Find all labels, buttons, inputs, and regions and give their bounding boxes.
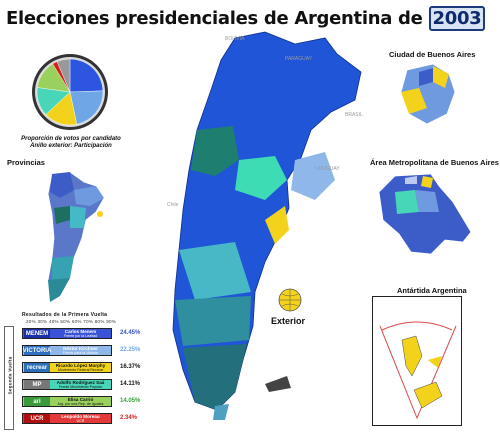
legend-side-label: Segunda Vuelta — [7, 356, 13, 395]
legend-percent: 14.05% — [120, 398, 141, 404]
legend-party-name: Arg. por una Rep. de Iguales — [57, 401, 104, 406]
label-chile: Chile — [167, 202, 179, 208]
legend-party-logo: MENEM — [24, 329, 50, 338]
legend-party-logo: recrear — [24, 363, 50, 372]
legend-party-name: Frente Movimiento Popular — [58, 384, 103, 389]
pie-caption-line1: Proporción de votos por candidato — [21, 136, 121, 142]
provinces-inset-map — [47, 171, 105, 303]
label-brasil: BRASIL — [345, 112, 363, 118]
exterior-globe-icon — [278, 288, 302, 312]
pie-caption: Proporción de votos por candidato Anillo… — [12, 136, 130, 150]
legend-candidate: Carlos Menem Frente por la Lealtad — [50, 328, 111, 338]
region-santafe — [291, 152, 335, 200]
title-year: 2003 — [428, 6, 486, 31]
legend-candidate-name: Adolfo Rodríguez Saá — [56, 379, 105, 385]
legend-party-name: Frente para la Victoria — [62, 350, 99, 355]
legend-row: UCR Leopoldo Moreau UCR — [22, 413, 112, 424]
legend-row: recrear Ricardo López Murphy Movimiento Fe… — [22, 362, 112, 373]
label-uruguay: URUGUAY — [315, 166, 340, 172]
region-tierradelfuego — [213, 404, 229, 420]
pie-slice-0 — [69, 58, 104, 93]
amba-cyan — [395, 190, 419, 214]
region-buenosaires-yellow — [265, 206, 289, 244]
caba-blue — [419, 68, 433, 86]
legend-candidate-name: Ricardo López Murphy — [55, 362, 106, 368]
legend-percent: 24.45% — [120, 330, 141, 336]
province-south — [48, 278, 70, 302]
main-map: BOLIVIA PARAGUAY BRASIL URUGUAY Chile — [167, 31, 363, 420]
antartida-island — [428, 356, 442, 368]
amba-pale — [405, 176, 417, 184]
legend-party-name: Movimiento Federal Recrear — [57, 367, 104, 372]
caba-yellow-north — [433, 66, 449, 88]
legend-row: MENEM Carlos Menem Frente por la Lealtad — [22, 328, 112, 339]
legend-candidate: Néstor Kirchner Frente para la Victoria — [50, 345, 111, 355]
label-bolivia: BOLIVIA — [225, 36, 245, 42]
legend-percent: 2.34% — [120, 415, 138, 421]
amba-lightblue — [415, 190, 439, 212]
antartida-mainland — [413, 381, 443, 409]
province-sanluis — [54, 206, 70, 224]
antartida-sector-arc — [381, 321, 453, 331]
malvinas-islands — [265, 376, 291, 392]
legend-percent: 22.25% — [120, 347, 141, 353]
legend-candidate-name: Leopoldo Moreau — [61, 413, 100, 419]
legend-party-logo: VICTORIA — [22, 346, 52, 355]
legend-scale: 20% 30% 40% 50% 60% 70% 80% 90% — [26, 319, 117, 324]
legend-title: Resultados de la Primera Vuelta — [22, 312, 108, 318]
legend-candidate: Elisa Carrió Arg. por una Rep. de Iguales — [50, 396, 111, 406]
legend-side-bracket: Segunda Vuelta — [4, 326, 14, 430]
caba-heading: Ciudad de Buenos Aires — [389, 50, 476, 59]
pie-slice-1 — [69, 90, 104, 125]
legend-row: VICTORIA Néstor Kirchner Frente para la Vi… — [22, 345, 112, 356]
amba-map — [378, 173, 472, 255]
province-caba-dot — [97, 211, 103, 217]
amba-caba-yellow — [421, 176, 433, 188]
legend-row: MP Adolfo Rodríguez Saá Frente Movimiento … — [22, 379, 112, 390]
caba-yellow-south — [401, 88, 427, 114]
legend-candidate-name: Carlos Menem — [64, 328, 97, 334]
title-text: Elecciones presidenciales de Argentina d… — [6, 8, 423, 29]
page-title: Elecciones presidenciales de Argentina d… — [6, 6, 486, 31]
legend-percent: 16.37% — [120, 364, 141, 370]
vote-share-pie — [32, 54, 108, 130]
results-legend: Resultados de la Primera Vuelta 20% 30% … — [0, 312, 160, 437]
legend-party-logo: ari — [24, 397, 50, 406]
caba-map — [400, 63, 456, 125]
legend-candidate: Leopoldo Moreau UCR — [50, 413, 111, 423]
antartida-sector-lines — [379, 325, 457, 420]
provincias-heading: Provincias — [7, 158, 45, 167]
legend-party-logo: MP — [24, 380, 50, 389]
region-santacruz — [183, 344, 247, 410]
antartida-heading: Antártida Argentina — [397, 286, 467, 295]
exterior-label: Exterior — [271, 316, 306, 326]
legend-party-logo: UCR — [24, 414, 50, 423]
legend-party-name: Frente por la Lealtad — [63, 333, 98, 338]
legend-percent: 14.11% — [120, 381, 141, 387]
amba-heading: Área Metropolitana de Buenos Aires — [370, 158, 499, 167]
legend-candidate: Ricardo López Murphy Movimiento Federal R… — [50, 362, 111, 372]
antartida-peninsula — [401, 335, 423, 377]
legend-row: ari Elisa Carrió Arg. por una Rep. de Igua… — [22, 396, 112, 407]
province-north — [50, 172, 74, 198]
antartida-map — [372, 296, 462, 426]
legend-candidate-name: Elisa Carrió — [67, 396, 94, 402]
legend-candidate: Adolfo Rodríguez Saá Frente Movimiento Po… — [50, 379, 111, 389]
legend-candidate-name: Néstor Kirchner — [63, 345, 98, 351]
pie-slices — [36, 58, 104, 126]
province-northeast — [74, 186, 104, 206]
pie-slice-6 — [56, 58, 71, 93]
pie-caption-line2: Anillo exterior: Participación — [30, 143, 112, 149]
province-center — [70, 206, 86, 228]
region-chubut — [175, 296, 251, 346]
label-paraguay: PARAGUAY — [285, 56, 313, 62]
region-cuyo — [191, 126, 239, 176]
region-cordoba — [235, 156, 287, 200]
legend-party-name: UCR — [76, 418, 85, 423]
region-neuquen-rionegro — [179, 242, 251, 300]
province-patagonia — [52, 256, 74, 280]
